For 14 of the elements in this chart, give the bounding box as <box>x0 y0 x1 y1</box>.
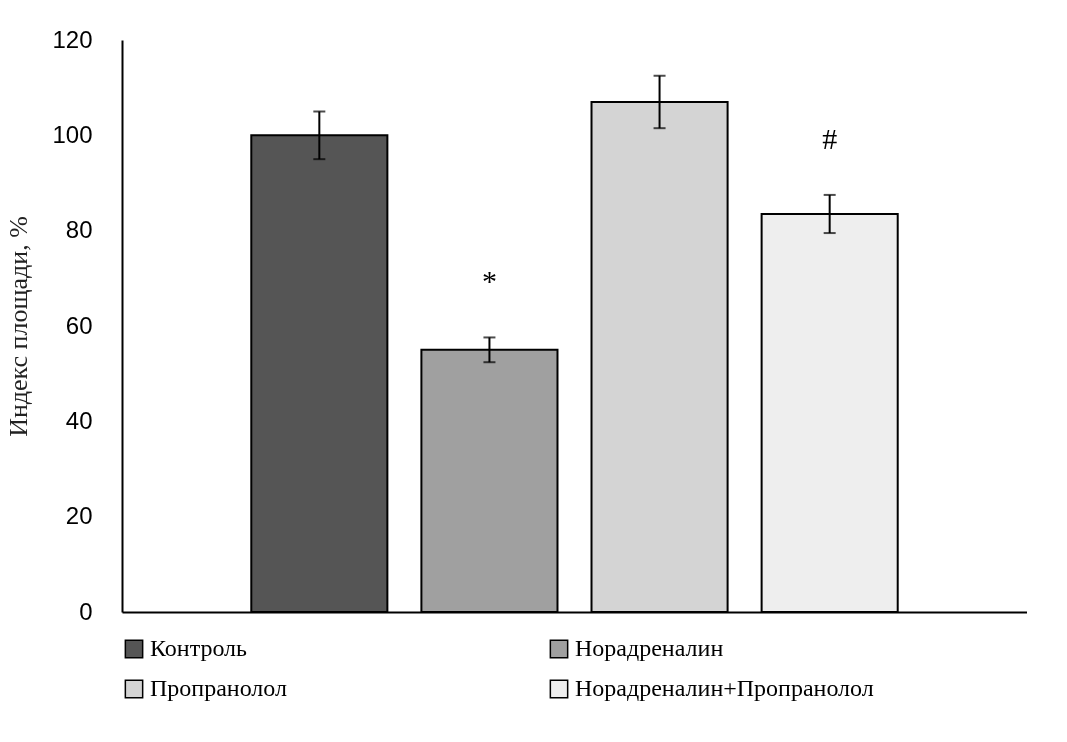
legend-label: Пропранолол <box>150 675 288 701</box>
y-tick-label: 20 <box>65 502 93 530</box>
legend-label: Норадреналин+Пропранолол <box>575 675 874 701</box>
data-label: # <box>822 121 838 155</box>
legend-label: Контроль <box>150 635 248 661</box>
y-axis-title: Индекс площади, % <box>4 216 34 437</box>
y-tick-label: 60 <box>65 311 93 339</box>
y-tick-label: 100 <box>52 120 93 148</box>
y-tick-label: 40 <box>65 406 93 434</box>
y-tick-label: 80 <box>65 216 93 244</box>
y-tick-label: 0 <box>79 597 93 625</box>
data-label: * <box>481 264 497 298</box>
y-tick-label: 120 <box>52 25 93 53</box>
legend-label: Норадреналин <box>575 635 724 661</box>
